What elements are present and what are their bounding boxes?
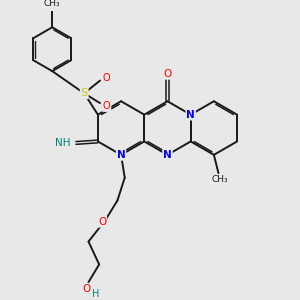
Text: CH₃: CH₃	[212, 175, 228, 184]
Text: O: O	[103, 73, 110, 82]
Text: S: S	[81, 88, 88, 98]
Text: O: O	[98, 217, 106, 227]
Text: NH: NH	[56, 138, 71, 148]
Text: N: N	[163, 150, 172, 160]
Text: O: O	[83, 284, 91, 294]
Text: N: N	[117, 150, 125, 160]
Text: H: H	[92, 289, 100, 299]
Text: O: O	[103, 101, 110, 111]
Text: O: O	[164, 69, 172, 79]
Text: N: N	[186, 110, 195, 120]
Text: CH₃: CH₃	[44, 0, 61, 8]
